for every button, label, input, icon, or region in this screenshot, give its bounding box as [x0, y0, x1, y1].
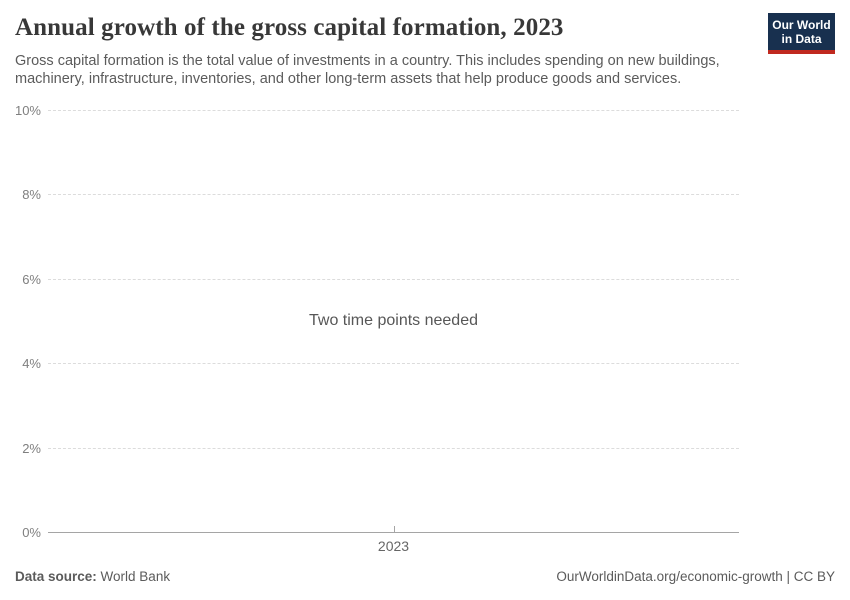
y-axis-tick-label: 0%: [22, 525, 41, 540]
y-axis-tick-label: 4%: [22, 356, 41, 372]
x-axis-tick: [393, 526, 395, 532]
data-source-value: World Bank: [100, 569, 171, 584]
chart-footer: Data source: World Bank OurWorldinData.o…: [15, 569, 835, 584]
y-axis-tick-label: 2%: [22, 440, 41, 456]
empty-state-message: Two time points needed: [309, 312, 478, 329]
x-axis-tick-label: 2023: [377, 538, 410, 554]
attribution-link[interactable]: OurWorldinData.org/economic-growth | CC …: [556, 569, 835, 584]
page-title: Annual growth of the gross capital forma…: [15, 14, 564, 41]
data-source: Data source: World Bank: [15, 569, 170, 584]
gridline: 2%: [22, 441, 739, 456]
owid-logo-line1: Our World: [772, 18, 831, 32]
owid-logo-line2: in Data: [781, 32, 822, 47]
gridline: 4%: [22, 356, 739, 371]
plot-area: Two time points needed 0% 2% 4% 6% 8% 10%: [15, 103, 739, 540]
owid-logo[interactable]: Our World in Data: [768, 13, 835, 55]
y-axis-tick-label: 10%: [14, 103, 41, 118]
gridline: 8%: [22, 187, 739, 202]
y-axis-tick-label: 6%: [22, 271, 41, 287]
x-axis-line: 0%: [22, 525, 739, 540]
chart-subtitle: Gross capital formation is the total val…: [15, 53, 720, 88]
gridline: 6%: [22, 272, 739, 287]
gridline: 10%: [15, 103, 739, 118]
y-axis-tick-label: 8%: [22, 187, 41, 203]
data-source-label: Data source:: [15, 569, 97, 584]
